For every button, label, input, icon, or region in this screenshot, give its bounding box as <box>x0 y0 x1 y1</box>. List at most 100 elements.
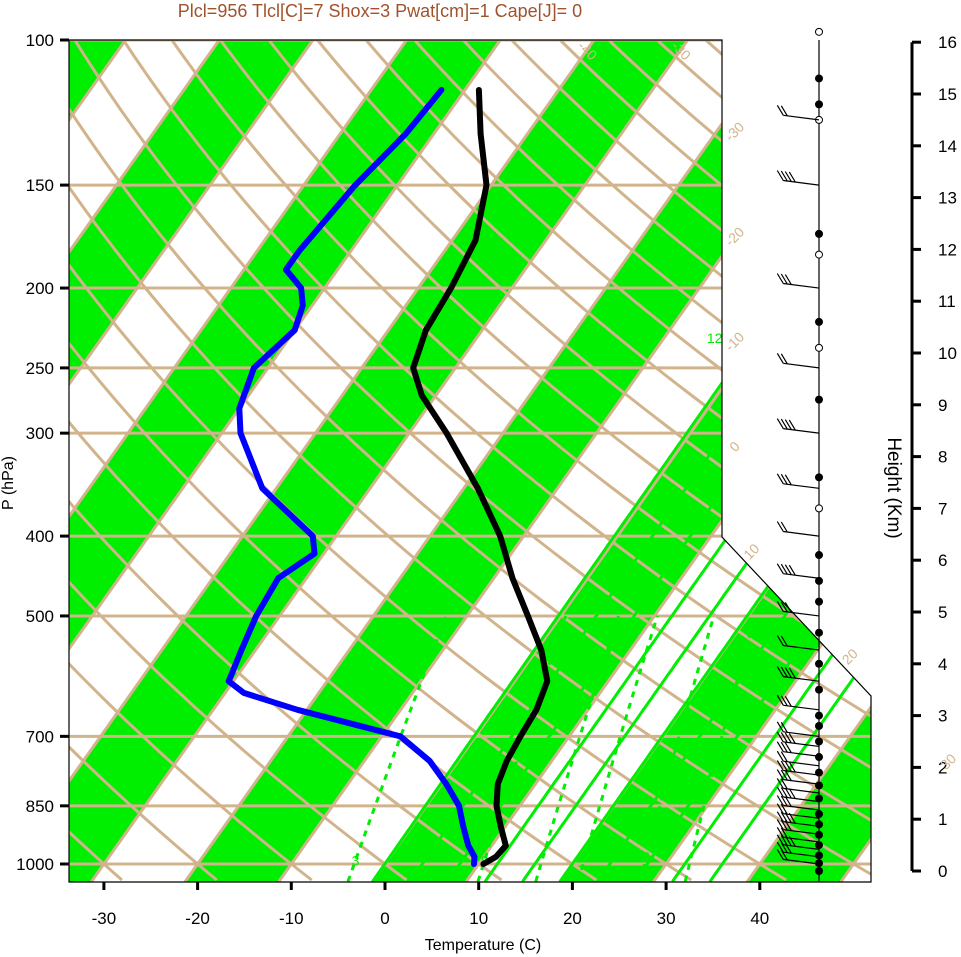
height-axis-title: Height (Km) <box>883 437 904 538</box>
height-tick-label: 2 <box>938 758 947 777</box>
wind-barb <box>776 666 820 682</box>
height-marker-filled <box>815 859 823 868</box>
isotherm-band <box>184 40 871 882</box>
height-marker-filled <box>815 628 823 637</box>
isotherm-line <box>89 40 689 882</box>
isotherm-line <box>69 40 596 882</box>
height-tick-label: 0 <box>938 862 947 881</box>
dry-adiabat-line <box>69 40 408 882</box>
x-tick-label: 30 <box>657 909 676 928</box>
height-marker-filled <box>815 100 823 109</box>
dry-adiabat-line <box>559 40 871 882</box>
chart-title: Plcl=956 Tlcl[C]=7 Shox=3 Pwat[cm]=1 Cap… <box>178 1 582 21</box>
moist-adiabat-line <box>633 296 871 882</box>
height-marker-filled <box>815 317 823 326</box>
y-tick-label: 500 <box>26 607 54 626</box>
dry-adiabat-label: -10 <box>722 329 748 355</box>
dry-adiabat-line <box>462 40 871 882</box>
mixing-ratio-line <box>346 615 448 882</box>
x-tick-label: -20 <box>185 909 210 928</box>
wind-barb <box>776 731 820 748</box>
y-tick-label: 700 <box>26 727 54 746</box>
y-tick-label: 850 <box>26 797 54 816</box>
height-marker-filled <box>815 768 823 777</box>
height-marker-filled <box>815 851 823 860</box>
height-marker-filled <box>815 841 823 850</box>
moist-adiabat-line <box>371 296 784 882</box>
height-marker-filled <box>815 659 823 668</box>
wind-barb <box>776 473 820 489</box>
height-marker-filled <box>815 473 823 482</box>
y-tick-label: 1000 <box>16 855 54 874</box>
height-tick-label: 7 <box>938 499 947 518</box>
height-tick-label: 1 <box>938 810 947 829</box>
height-marker-filled <box>815 597 823 606</box>
wind-barb <box>776 778 820 794</box>
wind-barb <box>776 721 820 737</box>
height-marker-filled <box>815 551 823 560</box>
height-marker-filled <box>815 830 823 839</box>
mixing-ratio-lines <box>346 615 757 882</box>
wind-barb <box>776 170 820 186</box>
mixing-ratio-line <box>683 615 757 882</box>
height-tick-label: 9 <box>938 396 947 415</box>
dry-adiabat-line <box>413 40 871 882</box>
x-axis: -30 -20 -10 0 10 20 30 40 <box>92 882 769 928</box>
dry-adiabat-line <box>170 40 871 882</box>
height-marker-filled <box>815 820 823 829</box>
moist-adiabat-line <box>671 296 871 882</box>
height-tick-label: 13 <box>938 189 957 208</box>
height-tick-label: 5 <box>938 603 947 622</box>
height-marker-filled <box>815 810 823 819</box>
plot-frame <box>68 39 872 883</box>
wind-barb-column <box>776 27 823 882</box>
height-marker-open <box>815 27 823 36</box>
height-marker-open <box>815 504 823 513</box>
y-axis: 100 150 200 250 300 400 500 700 850 1000 <box>16 31 69 874</box>
wind-barb <box>776 104 820 121</box>
height-marker-filled <box>815 711 823 720</box>
isotherm-band <box>69 40 688 882</box>
x-tick-label: 40 <box>750 909 769 928</box>
sounding-profiles <box>225 87 551 867</box>
dry-adiabat-label: -20 <box>722 224 748 250</box>
isotherm-band <box>69 40 501 882</box>
height-marker-filled <box>815 721 823 730</box>
dry-adiabat-line <box>69 40 871 882</box>
isotherm-line <box>652 40 871 882</box>
isotherm-line <box>183 40 783 882</box>
wind-barb <box>776 273 820 289</box>
height-marker-filled <box>815 781 823 790</box>
x-tick-label: 10 <box>469 909 488 928</box>
height-tick-label: 6 <box>938 551 947 570</box>
height-marker-filled <box>815 229 823 238</box>
dry-adiabat-line <box>69 40 503 882</box>
isotherm-line <box>745 40 871 882</box>
wind-barb <box>776 352 820 369</box>
dry-adiabat-line <box>219 40 871 882</box>
y-tick-label: 250 <box>26 359 54 378</box>
wind-barb <box>776 521 820 537</box>
dry-adiabat-line <box>69 40 313 882</box>
isotherm-band <box>69 40 313 882</box>
wind-barb <box>776 760 820 776</box>
height-marker-filled <box>815 753 823 762</box>
y-tick-label: 200 <box>26 279 54 298</box>
height-marker-filled <box>815 395 823 404</box>
height-marker-filled <box>815 576 823 585</box>
mixing-ratio-label: 12 <box>707 330 723 346</box>
wind-barb <box>776 601 820 617</box>
mixing-ratio-label: 24 <box>794 330 810 346</box>
mixing-ratio-label: 3 <box>352 852 360 868</box>
x-tick-label: 20 <box>563 909 582 928</box>
isotherm-line <box>69 40 408 882</box>
mixing-ratio-label: 32 <box>831 330 847 346</box>
height-tick-label: 3 <box>938 707 947 726</box>
moist-adiabat-line <box>708 296 871 882</box>
dry-adiabat-line <box>122 40 871 882</box>
height-tick-label: 10 <box>938 344 957 363</box>
dry-adiabat-label: -30 <box>722 119 748 145</box>
moist-adiabat-line <box>596 296 871 882</box>
